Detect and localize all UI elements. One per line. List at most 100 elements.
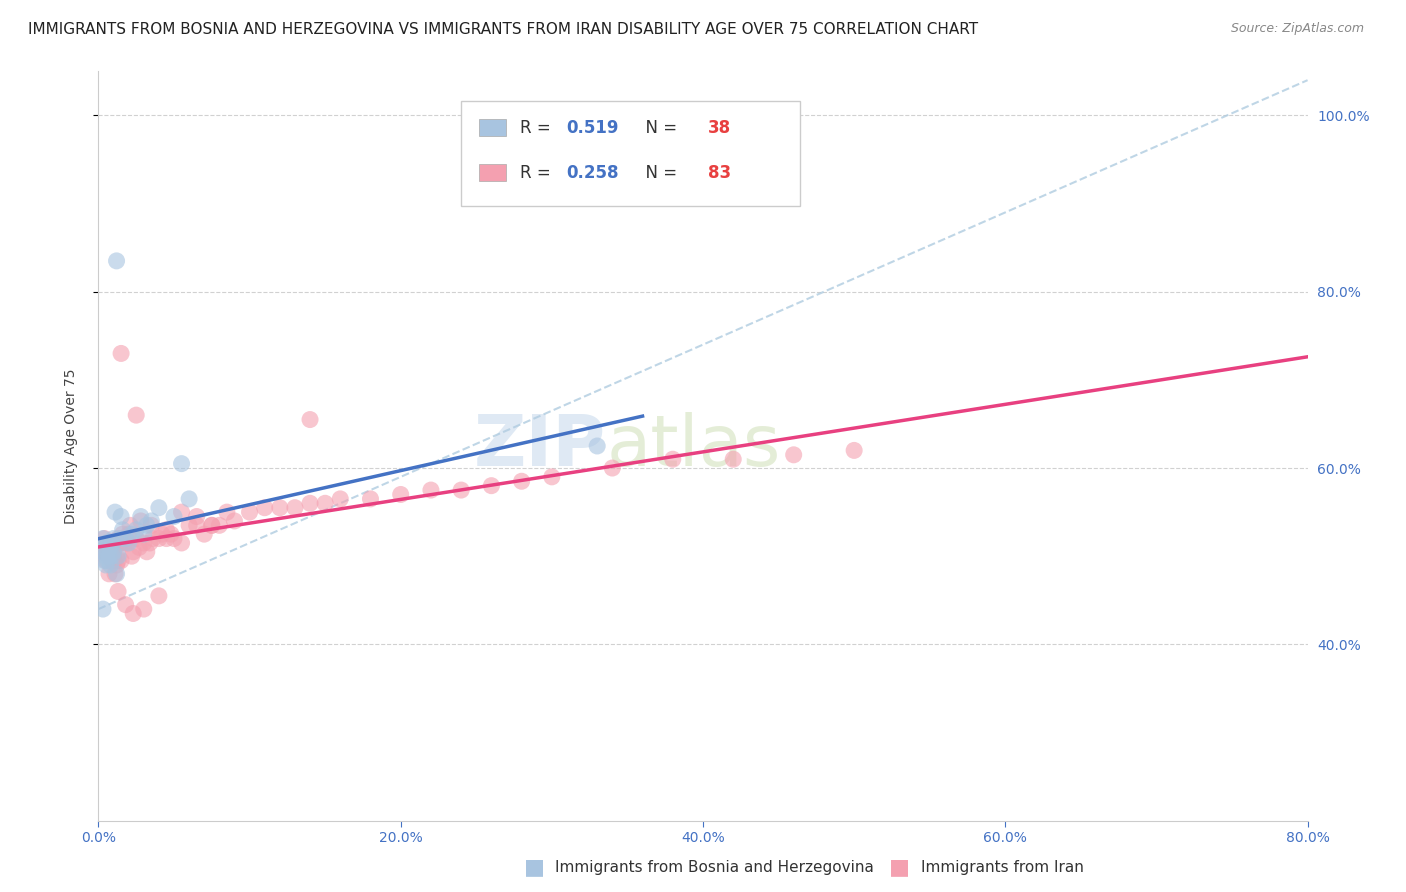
Point (510, 475, 533, 489)
Point (783, 448, 806, 462)
Point (193, 527, 215, 541)
Point (125, 408, 148, 422)
Text: 83: 83 (707, 163, 731, 181)
Point (155, 532, 177, 546)
Point (139, 536, 162, 550)
Point (661, 452, 683, 467)
Point (91, 602, 114, 616)
Text: ZIP: ZIP (474, 411, 606, 481)
Point (132, 602, 155, 616)
Point (91, 532, 114, 546)
Point (94, 553, 117, 567)
Point (215, 505, 238, 519)
Point (98, 545, 121, 559)
FancyBboxPatch shape (461, 102, 800, 206)
Point (135, 545, 157, 559)
Point (602, 461, 624, 475)
Point (389, 487, 412, 501)
Point (128, 541, 150, 555)
Point (170, 457, 193, 471)
Point (112, 536, 135, 550)
Point (98, 549, 121, 564)
Point (284, 500, 307, 515)
Point (105, 549, 128, 564)
Point (253, 500, 276, 515)
Point (135, 518, 157, 533)
Point (105, 558, 128, 572)
Text: Immigrants from Bosnia and Herzegovina: Immigrants from Bosnia and Herzegovina (555, 860, 875, 874)
Point (110, 509, 132, 524)
Point (101, 536, 124, 550)
Point (141, 518, 163, 533)
Point (105, 253, 128, 268)
Point (132, 536, 155, 550)
Point (108, 536, 131, 550)
Point (125, 532, 148, 546)
Text: R =: R = (520, 119, 557, 136)
Point (450, 483, 472, 497)
Point (91, 545, 114, 559)
Point (98, 566, 121, 581)
Point (96, 536, 118, 550)
Point (179, 518, 201, 533)
Point (100, 558, 122, 572)
Point (94, 549, 117, 564)
Point (94, 545, 117, 559)
Point (150, 527, 173, 541)
Point (107, 553, 129, 567)
Point (142, 532, 165, 546)
Point (122, 545, 145, 559)
Point (314, 496, 336, 510)
Point (110, 536, 132, 550)
Text: R =: R = (520, 163, 557, 181)
Text: ■: ■ (890, 857, 910, 877)
Point (299, 496, 322, 510)
Point (100, 549, 122, 564)
Point (108, 532, 131, 546)
Point (94, 558, 117, 572)
Point (101, 549, 124, 564)
Text: 0.519: 0.519 (567, 119, 619, 136)
Point (107, 584, 129, 599)
Bar (479, 120, 506, 136)
Point (101, 541, 124, 555)
Point (329, 491, 352, 506)
Point (132, 527, 155, 541)
Point (163, 509, 186, 524)
Point (103, 549, 125, 564)
Point (224, 514, 246, 528)
Point (118, 527, 141, 541)
Point (129, 514, 152, 528)
Point (586, 439, 609, 453)
Point (121, 549, 143, 564)
Point (114, 598, 136, 612)
Point (170, 536, 193, 550)
Point (299, 412, 322, 426)
Point (121, 527, 143, 541)
Text: Immigrants from Iran: Immigrants from Iran (921, 860, 1084, 874)
Point (100, 541, 122, 555)
Point (125, 523, 148, 537)
Point (120, 518, 142, 533)
Point (148, 532, 170, 546)
Point (104, 566, 127, 581)
Point (155, 523, 177, 537)
Point (160, 527, 183, 541)
Point (122, 607, 145, 621)
Point (540, 470, 562, 484)
Point (148, 500, 170, 515)
Point (179, 491, 201, 506)
Point (110, 553, 132, 567)
Text: 0.258: 0.258 (567, 163, 619, 181)
Point (105, 566, 128, 581)
Point (148, 589, 170, 603)
Point (118, 536, 141, 550)
Point (129, 509, 152, 524)
Text: 38: 38 (707, 119, 731, 136)
Point (103, 532, 125, 546)
Point (104, 505, 127, 519)
Text: Source: ZipAtlas.com: Source: ZipAtlas.com (1230, 22, 1364, 36)
Text: N =: N = (636, 163, 683, 181)
Point (107, 532, 129, 546)
Point (269, 500, 291, 515)
